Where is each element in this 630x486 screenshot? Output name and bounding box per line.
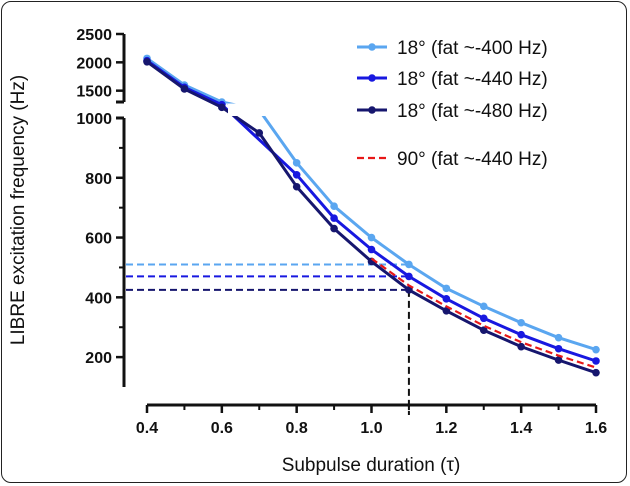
series-2-point-2 [218, 103, 226, 112]
y-tick-label-lower-0: 200 [85, 350, 112, 367]
y-axis-title: LIBRE excitation frequency (Hz) [8, 75, 29, 345]
x-tick-label-6: 1.6 [585, 420, 607, 437]
series-1-point-10 [554, 344, 563, 353]
y-tick-label-upper-0: 1500 [76, 84, 112, 101]
y-tick-label-upper-2: 2500 [76, 27, 112, 44]
series-2-point-7 [405, 286, 413, 294]
series-0-point-5 [330, 202, 338, 210]
series-0-point-9 [479, 302, 488, 311]
reference-lines [126, 263, 410, 415]
legend-label-0: 18° (fat ~-400 Hz) [397, 38, 548, 59]
series-1-point-11 [592, 357, 600, 365]
y-tick-label-lower-1: 400 [85, 290, 112, 307]
series-0-point-4 [292, 159, 301, 167]
x-tick-label-2: 0.8 [286, 420, 308, 437]
y-tick-label-upper-1: 2000 [76, 55, 112, 72]
series-1-point-9 [517, 330, 525, 339]
legend-marker-2 [368, 106, 376, 114]
axis-break-gap [228, 104, 274, 116]
legend-label-1: 18° (fat ~-440 Hz) [397, 69, 548, 90]
y-tick-label-lower-3: 800 [85, 171, 112, 188]
series-0-point-8 [442, 284, 451, 293]
series-2-point-10 [517, 342, 525, 351]
legend-label-3: 90° (fat ~-440 Hz) [397, 149, 548, 170]
series-1-point-5 [367, 245, 376, 254]
x-tick-label-5: 1.4 [510, 420, 532, 437]
series-1-point-7 [442, 295, 451, 303]
series-line-3 [370, 257, 597, 369]
series-1-point-3 [292, 170, 301, 179]
series-2-point-4 [292, 182, 301, 191]
x-tick-label-4: 1.2 [435, 420, 457, 437]
series-1-point-4 [330, 214, 338, 222]
series-2-point-5 [330, 224, 338, 233]
legend-label-2: 18° (fat ~-480 Hz) [397, 101, 548, 122]
series-2-point-8 [442, 306, 451, 315]
series-0-point-11 [554, 333, 563, 342]
y-tick-label-lower-2: 600 [85, 231, 112, 248]
axes [116, 32, 598, 413]
series-2-point-0 [143, 57, 151, 66]
series-line-1 [146, 59, 597, 363]
series-2-point-11 [554, 356, 563, 364]
series-2-point-12 [592, 368, 600, 377]
x-tick-label-0: 0.4 [136, 420, 158, 437]
series-0-point-7 [405, 260, 413, 269]
series-1-point-6 [405, 272, 413, 281]
legend: 18° (fat ~-400 Hz) 18° (fat ~-440 Hz) 18° … [357, 38, 548, 170]
series-lines [143, 54, 600, 377]
series-0-point-12 [592, 345, 600, 354]
y-tick-label-lower-4: 1000 [76, 111, 112, 128]
series-2-point-9 [479, 326, 488, 335]
series-0-point-10 [517, 318, 525, 327]
series-0-point-6 [367, 233, 376, 242]
series-2-point-1 [180, 85, 189, 93]
x-tick-label-1: 0.6 [211, 420, 233, 437]
x-tick-label-3: 1.0 [360, 420, 382, 437]
series-2-point-3 [255, 129, 264, 137]
legend-marker-1 [368, 74, 376, 82]
tick-labels: 0.4 0.6 0.8 1.0 1.2 1.4 1.6 200 400 600 800 1000 150… [76, 27, 607, 437]
series-1-point-8 [479, 314, 488, 323]
legend-marker-0 [368, 43, 376, 51]
x-axis-title: Subpulse duration (τ) [282, 455, 461, 476]
